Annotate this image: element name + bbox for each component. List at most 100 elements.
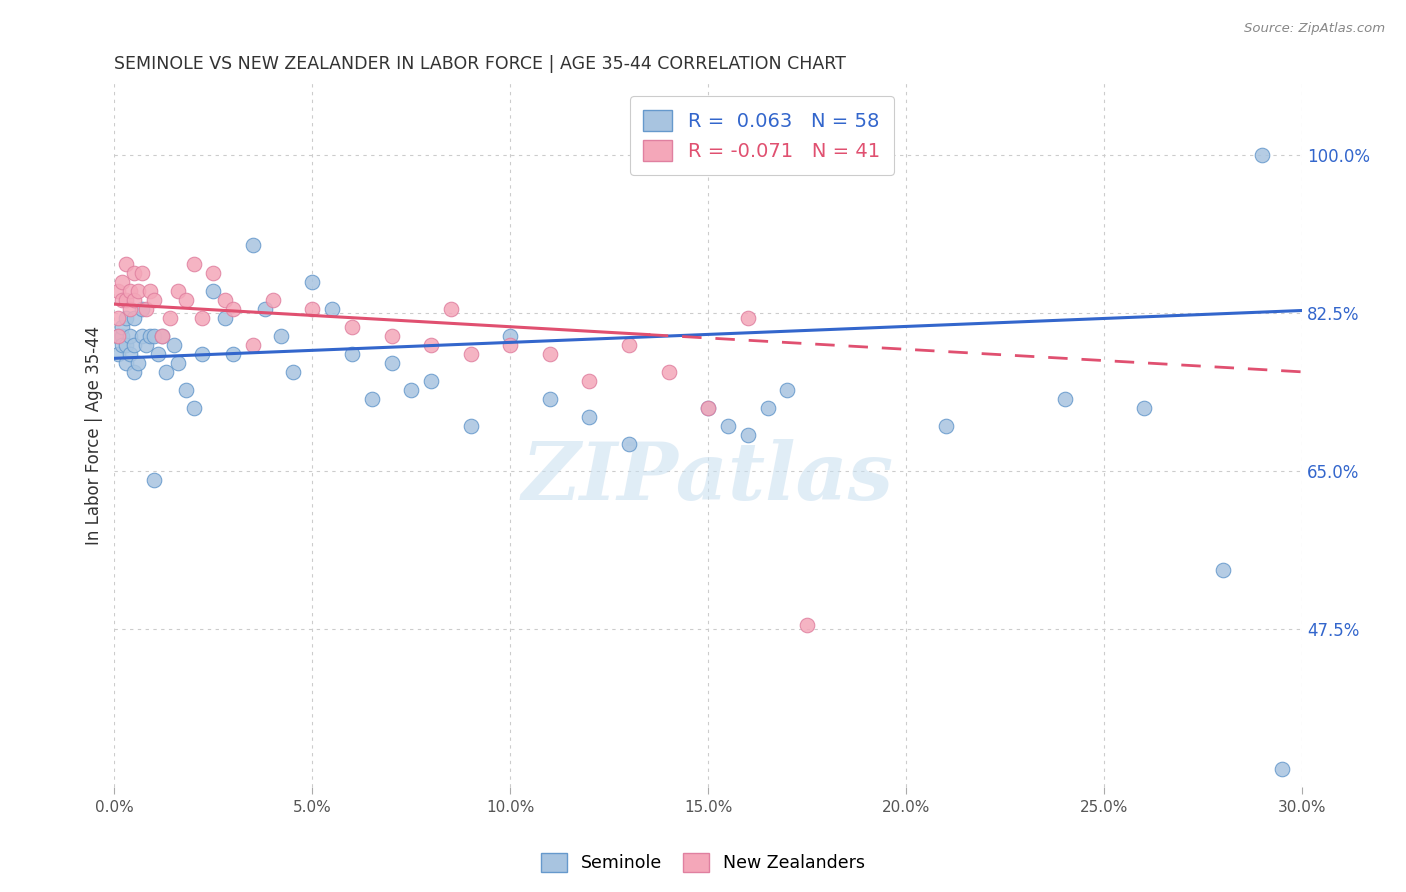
Point: [617, 338, 640, 352]
Point: [420, 374, 443, 388]
Point: [120, 284, 142, 298]
Point: [122, 365, 145, 379]
Point: [460, 419, 482, 434]
Point: [111, 328, 134, 343]
Point: [1212, 564, 1234, 578]
Point: [122, 310, 145, 325]
Y-axis label: In Labor Force | Age 35-44: In Labor Force | Age 35-44: [86, 326, 103, 545]
Point: [340, 319, 363, 334]
Point: [135, 338, 157, 352]
Text: Source: ZipAtlas.com: Source: ZipAtlas.com: [1244, 22, 1385, 36]
Point: [222, 347, 245, 361]
Point: [143, 473, 166, 487]
Point: [499, 338, 522, 352]
Point: [122, 293, 145, 307]
Point: [122, 338, 145, 352]
Point: [111, 275, 134, 289]
Point: [166, 284, 188, 298]
Point: [131, 266, 153, 280]
Point: [1053, 392, 1076, 406]
Point: [155, 365, 177, 379]
Text: ZIPatlas: ZIPatlas: [522, 439, 894, 516]
Point: [737, 428, 759, 442]
Point: [360, 392, 382, 406]
Point: [190, 310, 212, 325]
Point: [242, 238, 264, 252]
Point: [159, 310, 181, 325]
Point: [214, 293, 236, 307]
Point: [115, 310, 138, 325]
Point: [111, 338, 134, 352]
Point: [174, 293, 197, 307]
Point: [143, 293, 166, 307]
Point: [115, 338, 138, 352]
Point: [131, 301, 153, 316]
Point: [401, 383, 423, 397]
Point: [717, 419, 740, 434]
Point: [340, 347, 363, 361]
Point: [120, 347, 142, 361]
Point: [538, 392, 561, 406]
Point: [281, 365, 304, 379]
Point: [166, 356, 188, 370]
Point: [1251, 148, 1274, 162]
Point: [131, 328, 153, 343]
Point: [262, 293, 284, 307]
Point: [150, 328, 173, 343]
Point: [107, 347, 129, 361]
Point: [115, 356, 138, 370]
Point: [139, 328, 162, 343]
Point: [163, 338, 186, 352]
Point: [380, 328, 402, 343]
Point: [111, 293, 134, 307]
Point: [183, 256, 205, 270]
Point: [796, 617, 818, 632]
Point: [202, 284, 225, 298]
Point: [107, 284, 129, 298]
Point: [776, 383, 799, 397]
Point: [115, 256, 138, 270]
Point: [737, 310, 759, 325]
Text: SEMINOLE VS NEW ZEALANDER IN LABOR FORCE | AGE 35-44 CORRELATION CHART: SEMINOLE VS NEW ZEALANDER IN LABOR FORCE…: [114, 55, 846, 73]
Point: [658, 365, 681, 379]
Point: [202, 266, 225, 280]
Point: [578, 374, 600, 388]
Point: [174, 383, 197, 397]
Point: [697, 401, 720, 415]
Point: [127, 284, 149, 298]
Point: [420, 338, 443, 352]
Point: [1132, 401, 1154, 415]
Point: [697, 401, 720, 415]
Point: [150, 328, 173, 343]
Point: [135, 301, 157, 316]
Point: [935, 419, 957, 434]
Point: [107, 310, 129, 325]
Point: [146, 347, 169, 361]
Point: [538, 347, 561, 361]
Point: [127, 356, 149, 370]
Point: [301, 301, 323, 316]
Point: [120, 301, 142, 316]
Point: [122, 266, 145, 280]
Point: [115, 293, 138, 307]
Point: [1271, 762, 1294, 776]
Point: [139, 284, 162, 298]
Legend: R =  0.063   N = 58, R = -0.071   N = 41: R = 0.063 N = 58, R = -0.071 N = 41: [630, 96, 894, 175]
Point: [460, 347, 482, 361]
Point: [214, 310, 236, 325]
Point: [111, 319, 134, 334]
Point: [440, 301, 463, 316]
Point: [321, 301, 343, 316]
Point: [270, 328, 292, 343]
Legend: Seminole, New Zealanders: Seminole, New Zealanders: [534, 846, 872, 879]
Point: [183, 401, 205, 415]
Point: [756, 401, 779, 415]
Point: [107, 328, 129, 343]
Point: [222, 301, 245, 316]
Point: [120, 328, 142, 343]
Point: [578, 409, 600, 424]
Point: [301, 275, 323, 289]
Point: [380, 356, 402, 370]
Point: [242, 338, 264, 352]
Point: [107, 328, 129, 343]
